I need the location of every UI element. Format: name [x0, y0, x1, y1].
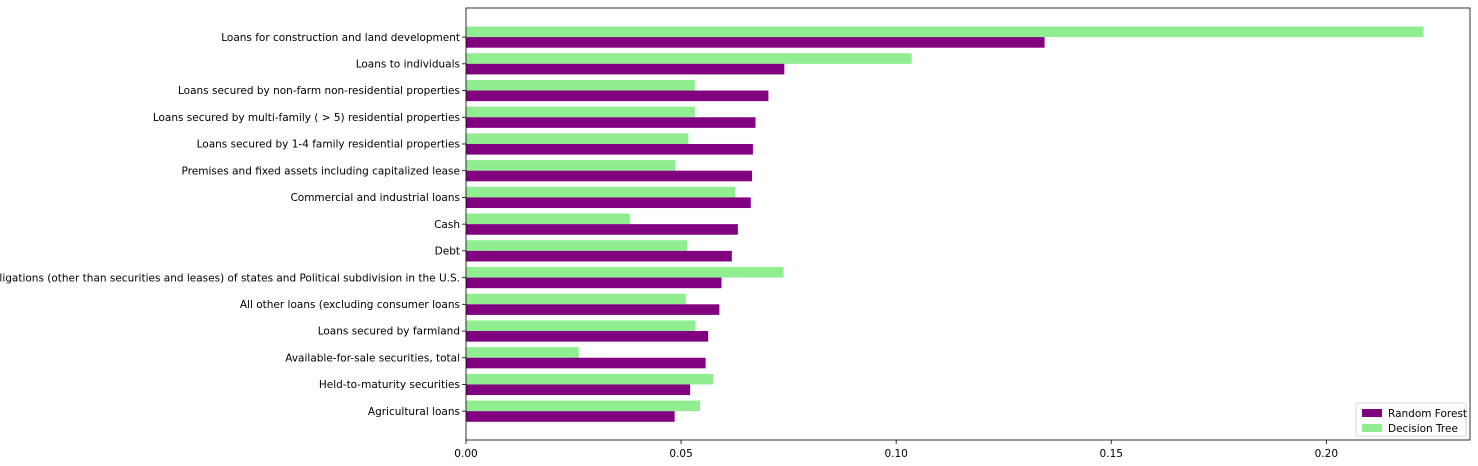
bars-group — [466, 26, 1424, 422]
bar-decision-tree — [466, 213, 630, 225]
category-label: Held-to-maturity securities — [319, 379, 460, 391]
category-label: Loans secured by farmland — [318, 326, 460, 338]
bar-random-forest — [466, 63, 785, 75]
bar-decision-tree — [466, 160, 676, 171]
x-tick-label: 0.15 — [1100, 448, 1123, 460]
bar-random-forest — [466, 90, 769, 102]
plot-frame — [465, 7, 1471, 441]
bar-random-forest — [466, 331, 709, 342]
category-label: Available-for-sale securities, total — [285, 352, 460, 364]
bar-decision-tree — [466, 53, 912, 64]
bar-decision-tree — [466, 26, 1424, 38]
bar-random-forest — [466, 224, 738, 235]
legend: Random Forest Decision Tree — [1355, 402, 1467, 437]
bar-random-forest — [466, 143, 753, 155]
category-label: Premises and fixed assets including capi… — [182, 165, 460, 177]
bar-decision-tree — [466, 106, 695, 118]
bar-random-forest — [466, 170, 753, 182]
bar-decision-tree — [466, 79, 695, 91]
category-label: Agricultural loans — [368, 406, 460, 418]
bar-random-forest — [466, 384, 691, 396]
category-label: Cash — [434, 219, 460, 231]
category-label: Loans to individuals — [356, 59, 460, 71]
bar-random-forest — [466, 250, 732, 262]
bar-decision-tree — [466, 373, 714, 385]
bar-decision-tree — [466, 133, 689, 144]
category-label: Commercial and industrial loans — [290, 192, 460, 204]
x-tick-label: 0.20 — [1315, 448, 1338, 460]
bar-decision-tree — [466, 266, 784, 278]
bar-random-forest — [466, 197, 751, 209]
category-label: Loans secured by multi-family ( > 5) res… — [153, 112, 460, 124]
category-label: Loans for construction and land developm… — [221, 32, 460, 44]
bar-decision-tree — [466, 186, 736, 198]
x-axis-ticks: 0.00 0.05 0.10 0.15 0.20 — [454, 440, 1338, 460]
x-tick-label: 0.10 — [884, 448, 907, 460]
x-tick-label: 0.05 — [669, 448, 692, 460]
category-label: All other loans (excluding consumer loan… — [240, 299, 460, 311]
x-tick-label: 0.00 — [454, 448, 477, 460]
bar-random-forest — [466, 117, 756, 128]
bar-decision-tree — [466, 347, 579, 358]
legend-label: Decision Tree — [1388, 423, 1458, 435]
legend-box — [1355, 402, 1467, 437]
category-label: Loans secured by non-farm non-residentia… — [178, 85, 460, 97]
bar-random-forest — [466, 304, 720, 315]
bar-random-forest — [466, 37, 1045, 48]
bar-decision-tree — [466, 293, 686, 305]
category-labels: Loans for construction and land developm… — [0, 32, 466, 418]
category-label: Debt — [435, 246, 460, 258]
bar-random-forest — [466, 411, 675, 422]
bar-decision-tree — [466, 400, 701, 412]
legend-swatch — [1362, 409, 1382, 417]
bar-decision-tree — [466, 320, 696, 332]
legend-swatch — [1362, 424, 1382, 432]
bar-decision-tree — [466, 240, 688, 251]
legend-label: Random Forest — [1388, 408, 1467, 420]
bar-random-forest — [466, 357, 706, 369]
bar-random-forest — [466, 277, 722, 289]
category-label: Loans secured by 1-4 family residential … — [197, 139, 460, 151]
category-label: Obligations (other than securities and l… — [0, 272, 460, 284]
